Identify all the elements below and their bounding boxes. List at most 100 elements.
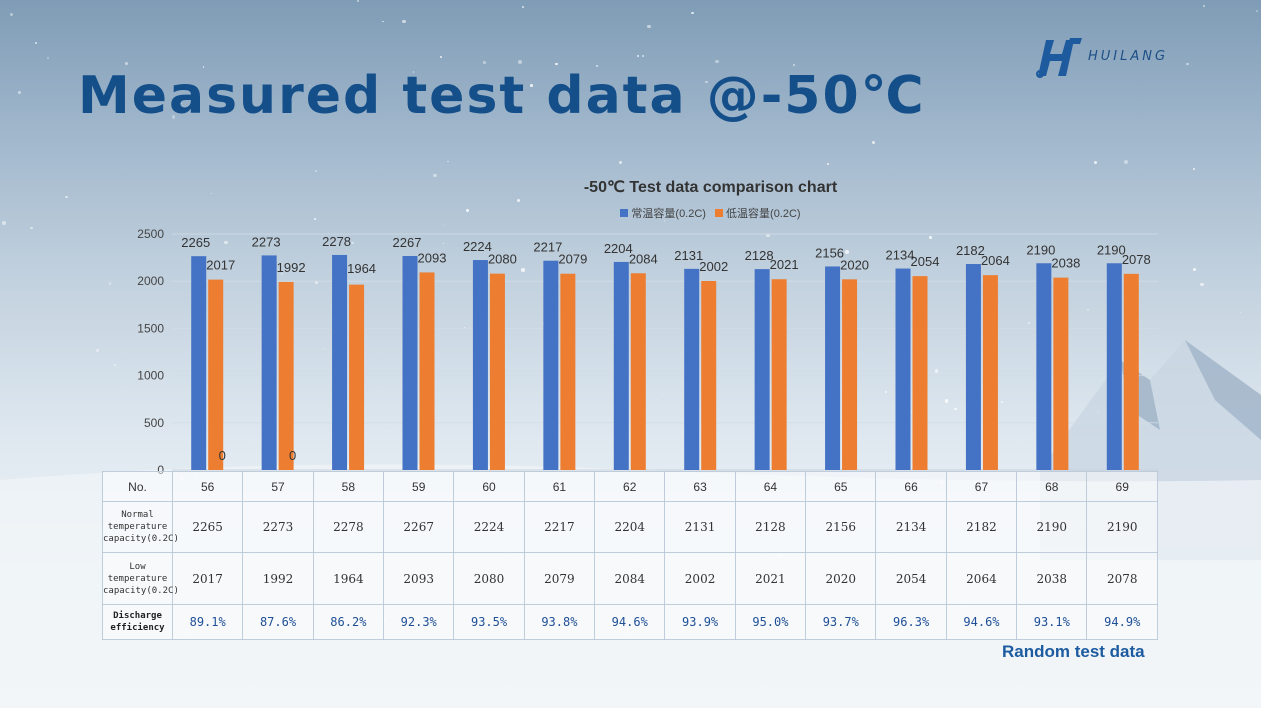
cell-normal-capacity: 2273 (242, 501, 314, 553)
snowflake (357, 0, 360, 3)
row-header-low: Low temperature capacity(0.2C) (102, 552, 179, 605)
snowflake (656, 398, 659, 401)
cell-efficiency: 94.6% (945, 604, 1018, 640)
snowflake (1093, 160, 1097, 164)
cell-no: 66 (875, 471, 947, 502)
cell-efficiency: 96.3% (875, 604, 947, 640)
snowflake (18, 90, 22, 95)
cell-no: 56 (171, 471, 244, 502)
snowflake (1186, 62, 1189, 66)
snowflake (315, 281, 318, 284)
cell-no: 63 (664, 471, 736, 502)
logo-text: HUILANG (1088, 49, 1169, 64)
snowflake (1001, 401, 1003, 403)
bar-low (278, 281, 294, 470)
zero-data-label: 0 (289, 448, 296, 463)
data-label-low: 2084 (629, 251, 658, 266)
bar-low (349, 284, 365, 470)
data-label-normal: 2267 (393, 235, 422, 250)
page-title: Measured test data @-50℃ (78, 66, 926, 126)
bar-low (912, 276, 928, 470)
snowflake (1239, 311, 1242, 314)
data-label-normal: 2190 (1026, 242, 1055, 257)
cell-no: 64 (734, 471, 807, 502)
cell-normal-capacity: 2204 (594, 501, 666, 553)
snowflake (910, 411, 913, 414)
cell-efficiency: 94.9% (1086, 604, 1158, 640)
cell-low-capacity: 2002 (664, 552, 736, 605)
snowflake (885, 391, 888, 394)
data-label-normal: 2134 (886, 248, 915, 263)
cell-efficiency: 89.1% (171, 604, 244, 640)
cell-low-capacity: 2064 (945, 552, 1018, 605)
snowflake (804, 187, 808, 191)
y-tick-label: 0 (157, 463, 164, 477)
cell-efficiency: 94.6% (594, 604, 666, 640)
snowflake (113, 363, 116, 366)
cell-low-capacity: 2038 (1016, 552, 1088, 605)
data-label-low: 2021 (770, 257, 799, 272)
cell-no: 68 (1016, 471, 1088, 502)
cell-no: 59 (383, 471, 455, 502)
bar-normal (613, 261, 629, 470)
snowflake (415, 107, 419, 111)
bar-normal (754, 269, 770, 470)
bar-low (630, 273, 646, 470)
snowflake (1192, 267, 1197, 272)
cell-normal-capacity: 2224 (453, 501, 525, 553)
snowflake (224, 240, 228, 245)
snowflake (308, 85, 310, 87)
snowflake (845, 250, 850, 254)
bar-low (771, 279, 787, 470)
bar-low (982, 275, 998, 470)
cell-no: 67 (945, 471, 1018, 502)
snowflake (766, 233, 771, 238)
snowflake (663, 220, 666, 223)
bar-low (208, 279, 224, 470)
snowflake (314, 218, 317, 221)
snowflake (954, 407, 957, 411)
cell-efficiency: 92.3% (383, 604, 455, 640)
snowflake (447, 161, 449, 163)
snowflake (442, 242, 444, 244)
snowflake (203, 66, 205, 68)
snowflake (619, 160, 623, 165)
cell-efficiency: 93.7% (805, 604, 877, 640)
row-header-efficiency: Discharge efficiency (102, 604, 173, 640)
snowflake (793, 64, 796, 67)
data-label-low: 2080 (488, 252, 517, 267)
data-label-normal: 2273 (252, 234, 281, 249)
data-label-low: 2054 (911, 254, 940, 269)
cell-normal-capacity: 2190 (1016, 501, 1088, 553)
zero-data-label: 0 (219, 448, 226, 463)
snowflake (171, 115, 176, 119)
y-tick-label: 1500 (137, 321, 164, 335)
data-label-low: 2064 (981, 253, 1010, 268)
cell-efficiency: 95.0% (734, 604, 807, 640)
snowflake (180, 102, 183, 105)
data-label-normal: 2182 (956, 243, 985, 258)
legend-swatch-normal (620, 209, 629, 217)
bar-normal (895, 268, 911, 470)
cell-no: 57 (242, 471, 314, 502)
snowflake (1256, 9, 1259, 12)
cell-low-capacity: 2093 (383, 552, 455, 605)
data-label-normal: 2224 (463, 239, 492, 254)
snowflake (9, 12, 13, 16)
data-label-normal: 2128 (745, 248, 774, 263)
snowflake (1193, 168, 1196, 170)
snowflake (521, 5, 525, 9)
cell-efficiency: 93.1% (1016, 604, 1088, 640)
snowflake (1027, 322, 1030, 324)
data-label-low: 2017 (206, 258, 235, 273)
snowflake (1203, 4, 1205, 7)
data-label-low: 2093 (418, 250, 447, 265)
table-row-no: No. 56 57 58 59 60 61 62 63 64 65 66 67 68 69 (102, 471, 1158, 502)
snowflake (642, 54, 644, 57)
cell-normal-capacity: 2265 (171, 501, 244, 553)
snowflake (47, 57, 49, 59)
bar-low (701, 281, 717, 470)
cell-low-capacity: 2054 (875, 552, 947, 605)
cell-low-capacity: 2080 (453, 552, 525, 605)
cell-no: 62 (594, 471, 666, 502)
